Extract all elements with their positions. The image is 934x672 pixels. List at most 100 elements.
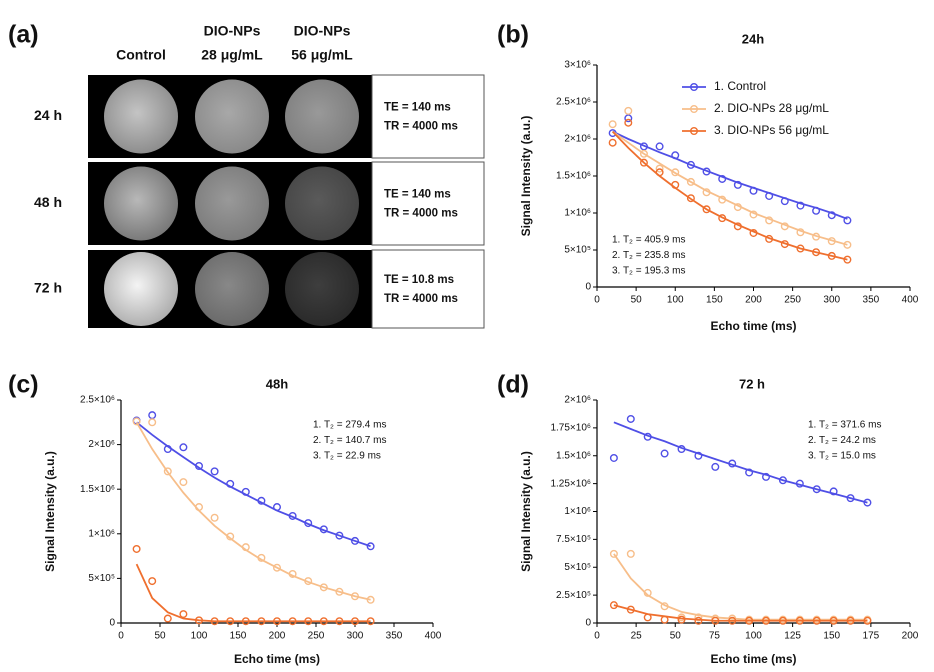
x-tick-label: 25 <box>631 631 643 642</box>
x-axis-title: Echo time (ms) <box>710 319 796 333</box>
y-tick-label: 0 <box>585 618 591 629</box>
column-header: 28 μg/mL <box>201 47 263 63</box>
data-point <box>609 139 616 146</box>
y-tick-label: 1.75×10⁶ <box>550 423 591 434</box>
x-axis-title: Echo time (ms) <box>234 652 320 666</box>
x-tick-label: 50 <box>154 631 166 642</box>
x-tick-label: 350 <box>386 631 403 642</box>
sample-well <box>195 80 269 154</box>
column-header: 56 μg/mL <box>291 47 353 63</box>
legend-label: 2. DIO-NPs 28 μg/mL <box>714 101 829 115</box>
x-tick-label: 250 <box>784 295 801 306</box>
x-tick-label: 150 <box>230 631 247 642</box>
data-point <box>165 615 172 622</box>
x-tick-label: 150 <box>706 295 723 306</box>
x-axis-title: Echo time (ms) <box>710 652 796 666</box>
data-point <box>661 450 668 457</box>
y-tick-label: 2×10⁶ <box>564 134 591 145</box>
x-tick-label: 250 <box>308 631 325 642</box>
scan-parameter: TR = 4000 ms <box>384 121 458 133</box>
scan-parameter: TR = 4000 ms <box>384 293 458 305</box>
data-point <box>656 143 663 150</box>
sample-well <box>285 80 359 154</box>
y-tick-label: 2.5×10⁵ <box>556 590 591 601</box>
y-tick-label: 1.25×10⁶ <box>550 478 591 489</box>
y-tick-label: 7.5×10⁵ <box>556 534 591 545</box>
x-tick-label: 350 <box>863 295 880 306</box>
x-tick-label: 400 <box>902 295 919 306</box>
sample-well <box>104 252 178 326</box>
y-tick-label: 1.5×10⁶ <box>80 484 115 495</box>
scan-parameter: TE = 140 ms <box>384 189 451 201</box>
y-tick-label: 1.5×10⁶ <box>556 171 591 182</box>
y-tick-label: 3×10⁶ <box>564 60 591 71</box>
x-tick-label: 125 <box>784 631 801 642</box>
y-tick-label: 2×10⁶ <box>564 395 591 406</box>
x-tick-label: 75 <box>709 631 721 642</box>
sample-well <box>104 80 178 154</box>
chart-title: 24h <box>742 31 764 46</box>
y-tick-label: 0 <box>109 618 115 629</box>
y-tick-label: 1×10⁶ <box>564 506 591 517</box>
data-point <box>611 455 618 462</box>
fit-curve <box>613 132 848 219</box>
data-point <box>712 464 719 471</box>
y-tick-label: 2.5×10⁶ <box>556 97 591 108</box>
scan-parameter: TR = 4000 ms <box>384 208 458 220</box>
legend-label: 3. DIO-NPs 56 μg/mL <box>714 123 829 137</box>
parameter-box <box>372 162 484 245</box>
y-tick-label: 2×10⁶ <box>88 439 115 450</box>
parameter-box <box>372 250 484 328</box>
column-header: Control <box>116 47 166 63</box>
x-tick-label: 100 <box>745 631 762 642</box>
y-axis-title: Signal Intensity (a.u.) <box>519 451 533 572</box>
fit-curve <box>613 132 848 245</box>
data-point <box>149 419 156 426</box>
scan-parameter: TE = 10.8 ms <box>384 274 454 286</box>
annotation: 1. T₂ = 405.9 ms <box>612 235 685 246</box>
annotation: 3. T₂ = 195.3 ms <box>612 266 685 277</box>
data-point <box>274 504 281 511</box>
panel-label: (c) <box>8 371 39 399</box>
annotation: 2. T₂ = 24.2 ms <box>808 435 876 446</box>
y-axis-title: Signal Intensity (a.u.) <box>43 451 57 572</box>
x-tick-label: 100 <box>191 631 208 642</box>
data-point <box>133 546 140 553</box>
legend-label: 1. Control <box>714 79 766 93</box>
data-point <box>628 416 635 423</box>
x-tick-label: 0 <box>118 631 124 642</box>
x-tick-label: 400 <box>425 631 442 642</box>
sample-well <box>195 167 269 241</box>
annotation: 2. T₂ = 235.8 ms <box>612 250 685 261</box>
sample-well <box>104 167 178 241</box>
data-point <box>661 616 668 623</box>
chart-title: 48h <box>266 376 288 391</box>
x-tick-label: 100 <box>667 295 684 306</box>
row-label: 72 h <box>34 280 62 296</box>
scan-parameter: TE = 140 ms <box>384 102 451 114</box>
chart-title: 72 h <box>739 376 765 391</box>
annotation: 3. T₂ = 15.0 ms <box>808 451 876 462</box>
data-point <box>149 578 156 585</box>
column-header: DIO-NPs <box>294 23 351 39</box>
row-label: 24 h <box>34 107 62 123</box>
x-tick-label: 50 <box>670 631 682 642</box>
x-tick-label: 175 <box>863 631 880 642</box>
annotation: 1. T₂ = 279.4 ms <box>313 420 386 431</box>
data-point <box>609 121 616 128</box>
fit-curve <box>137 564 371 621</box>
x-tick-label: 200 <box>269 631 286 642</box>
y-tick-label: 2.5×10⁶ <box>80 395 115 406</box>
x-tick-label: 0 <box>594 295 600 306</box>
data-point <box>628 551 635 558</box>
data-point <box>211 468 218 475</box>
parameter-box <box>372 75 484 158</box>
x-tick-label: 50 <box>631 295 643 306</box>
x-tick-label: 150 <box>823 631 840 642</box>
x-tick-label: 200 <box>902 631 919 642</box>
sample-well <box>285 167 359 241</box>
y-tick-label: 5×10⁵ <box>564 562 591 573</box>
y-tick-label: 1×10⁶ <box>564 208 591 219</box>
y-tick-label: 1.5×10⁶ <box>556 450 591 461</box>
data-point <box>180 479 187 486</box>
